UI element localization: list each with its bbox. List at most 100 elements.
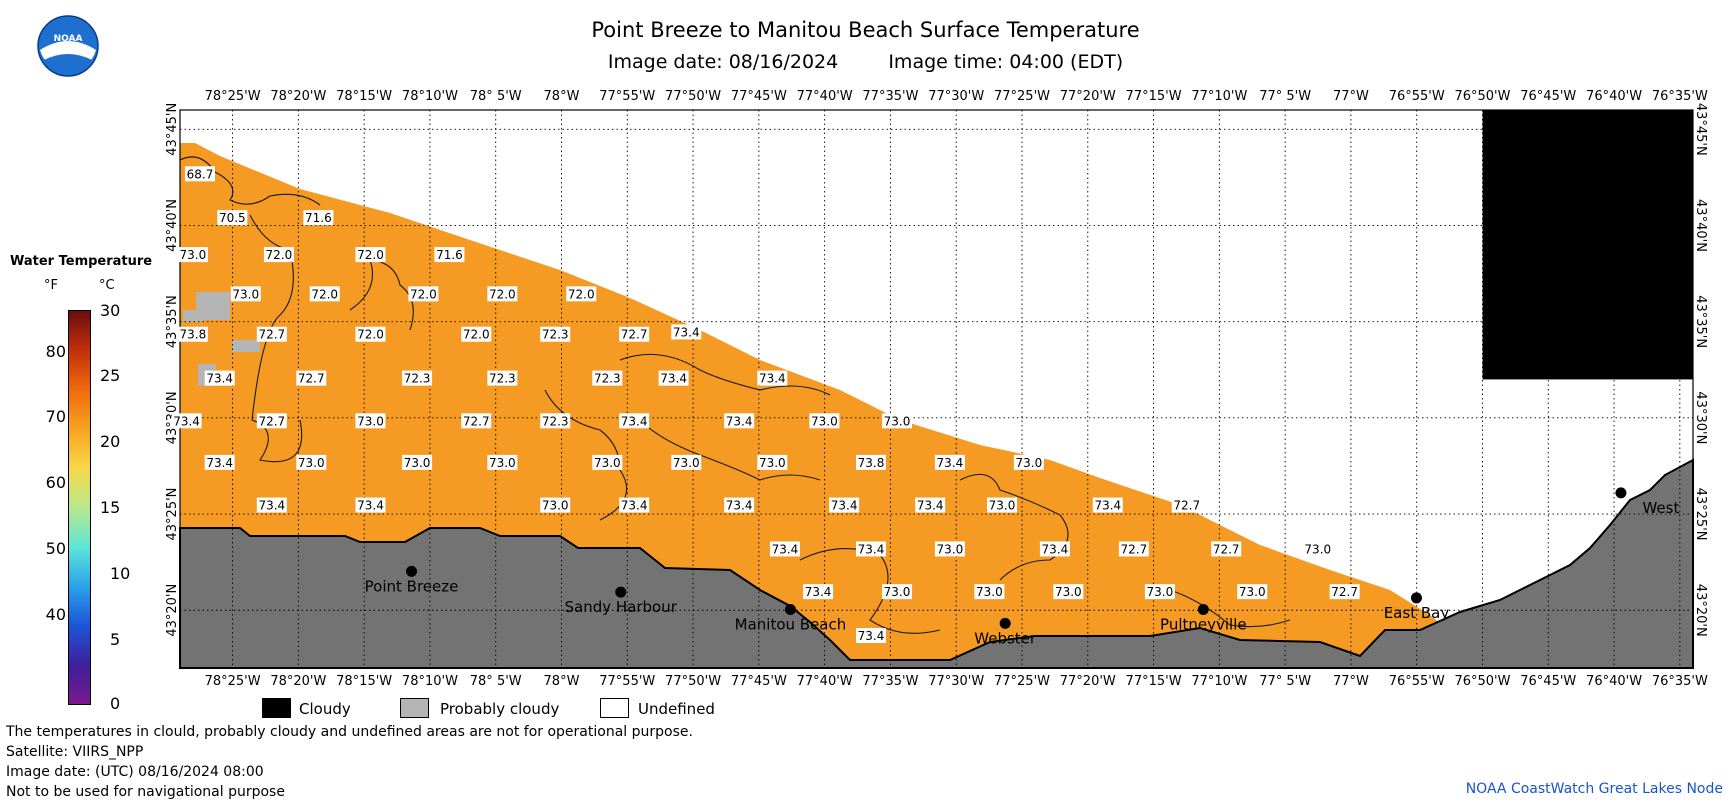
longitude-label: 78°W (544, 674, 580, 689)
longitude-label: 76°45'W (1520, 89, 1576, 104)
temperature-value: 73.4 (258, 499, 285, 513)
temperature-label-bg (1211, 541, 1242, 557)
place-dot (615, 586, 627, 598)
temperature-value: 72.0 (311, 287, 338, 301)
coastwatch-node-link[interactable]: NOAA CoastWatch Great Lakes Node (1465, 781, 1723, 797)
temperature-label-bg (855, 541, 886, 557)
temperature-label-bg (1302, 541, 1333, 557)
temperature-label: 73.4 (829, 497, 860, 513)
temperature-label-bg (217, 210, 248, 226)
temperature-label-bg (402, 454, 433, 470)
lat-lon-grid (180, 110, 1693, 668)
colorbar-tick-c: 20 (100, 432, 121, 451)
temperature-label-bg (934, 454, 965, 470)
place-marker: Point Breeze (365, 565, 458, 595)
temperature-value: 72.7 (621, 328, 648, 342)
temperature-label-bg (1144, 584, 1175, 600)
longitude-label: 77°45'W (731, 89, 787, 104)
longitude-label: 77°10'W (1191, 89, 1247, 104)
temperature-value: 72.7 (1120, 542, 1147, 556)
temperature-value: 71.6 (436, 248, 463, 262)
temperature-label: 72.7 (1118, 541, 1149, 557)
longitude-label: 77°50'W (665, 89, 721, 104)
temperature-label-bg (1092, 497, 1123, 513)
temperature-value: 73.0 (673, 456, 700, 470)
probably-cloudy-patch (183, 310, 203, 322)
longitude-label: 78°15'W (336, 89, 392, 104)
latitude-label: 43°45'N (165, 103, 180, 156)
longitude-label: 78°10'W (402, 674, 458, 689)
temperature-label: 70.5 (217, 210, 248, 226)
longitude-label: 77° 5'W (1259, 89, 1311, 104)
temperature-label: 73.4 (204, 454, 235, 470)
temperature-label-bg (987, 497, 1018, 513)
temperature-label-bg (1171, 497, 1202, 513)
temperature-label: 73.4 (724, 413, 755, 429)
latitude-label: 43°40'N (165, 199, 180, 252)
place-dot (1197, 603, 1209, 615)
longitude-label: 76°45'W (1520, 674, 1576, 689)
temperature-value: 72.0 (489, 287, 516, 301)
temperature-label-bg (619, 413, 650, 429)
colorbar-tick-f: 40 (45, 605, 66, 624)
temperature-label-bg (177, 326, 208, 342)
temperature-label: 72.0 (355, 326, 386, 342)
temperature-label: 72.7 (619, 326, 650, 342)
temperature-label-bg (882, 584, 913, 600)
temperature-value: 73.0 (976, 585, 1003, 599)
colorbar (68, 310, 91, 705)
temperature-label: 72.0 (408, 286, 439, 302)
temperature-label: 72.7 (256, 326, 287, 342)
temperature-value: 72.0 (410, 287, 437, 301)
temperature-label-bg (296, 454, 327, 470)
colorbar-tick-f: 80 (45, 342, 66, 361)
temperature-value: 73.8 (180, 328, 207, 342)
temperature-value: 73.4 (621, 414, 648, 428)
temperature-value: 72.0 (357, 328, 384, 342)
temperature-label-bg (757, 454, 788, 470)
latitude-label: 43°25'N (1693, 488, 1708, 541)
longitude-label: 77°30'W (928, 674, 984, 689)
temperature-label-bg (671, 324, 702, 340)
temperature-label-bg (855, 454, 886, 470)
temperature-label: 73.0 (809, 413, 840, 429)
place-name: Sandy Harbour (565, 598, 678, 616)
longitude-label: 77°55'W (599, 674, 655, 689)
colorbar-tick-c: 30 (100, 301, 121, 320)
place-marker: Sandy Harbour (565, 586, 678, 616)
place-marker: Webster (974, 617, 1037, 647)
temperature-value: 73.4 (1094, 499, 1121, 513)
place-dot (406, 565, 418, 577)
temperature-value: 72.0 (568, 287, 595, 301)
temperature-value: 73.4 (660, 372, 687, 386)
temperature-value: 73.4 (858, 542, 885, 556)
temperature-label-bg (402, 370, 433, 386)
temperature-label: 73.0 (757, 454, 788, 470)
temperature-value: 72.3 (542, 414, 569, 428)
place-dot (999, 617, 1011, 629)
longitude-label: 78°25'W (205, 674, 261, 689)
temperature-label-bg (487, 454, 518, 470)
longitude-label: 77°20'W (1060, 674, 1116, 689)
temperature-value: 71.6 (305, 211, 332, 225)
temperature-label-bg (592, 370, 623, 386)
longitude-label: 78°W (544, 89, 580, 104)
isotherm-contours (179, 156, 1291, 634)
svg-text:NOAA: NOAA (54, 34, 83, 44)
temperature-value: 72.0 (266, 248, 293, 262)
cloud-area (1482, 110, 1693, 380)
temperature-value: 73.4 (772, 542, 799, 556)
noaa-logo-icon: NOAA (37, 15, 99, 77)
temperature-label-bg (619, 497, 650, 513)
temperature-label: 73.0 (1013, 454, 1044, 470)
temperature-value: 73.4 (917, 499, 944, 513)
footer-utc-date: Image date: (UTC) 08/16/2024 08:00 (6, 764, 264, 780)
temperature-label-bg (803, 584, 834, 600)
latitude-label: 43°25'N (165, 488, 180, 541)
colorbar-tick-f: 60 (45, 473, 66, 492)
temperature-value: 73.0 (180, 248, 207, 262)
place-marker: West (1615, 487, 1679, 517)
footer-nav-warning: Not to be used for navigational purpose (6, 784, 285, 800)
latitude-label: 43°35'N (165, 295, 180, 348)
temperature-label: 73.0 (1237, 584, 1268, 600)
